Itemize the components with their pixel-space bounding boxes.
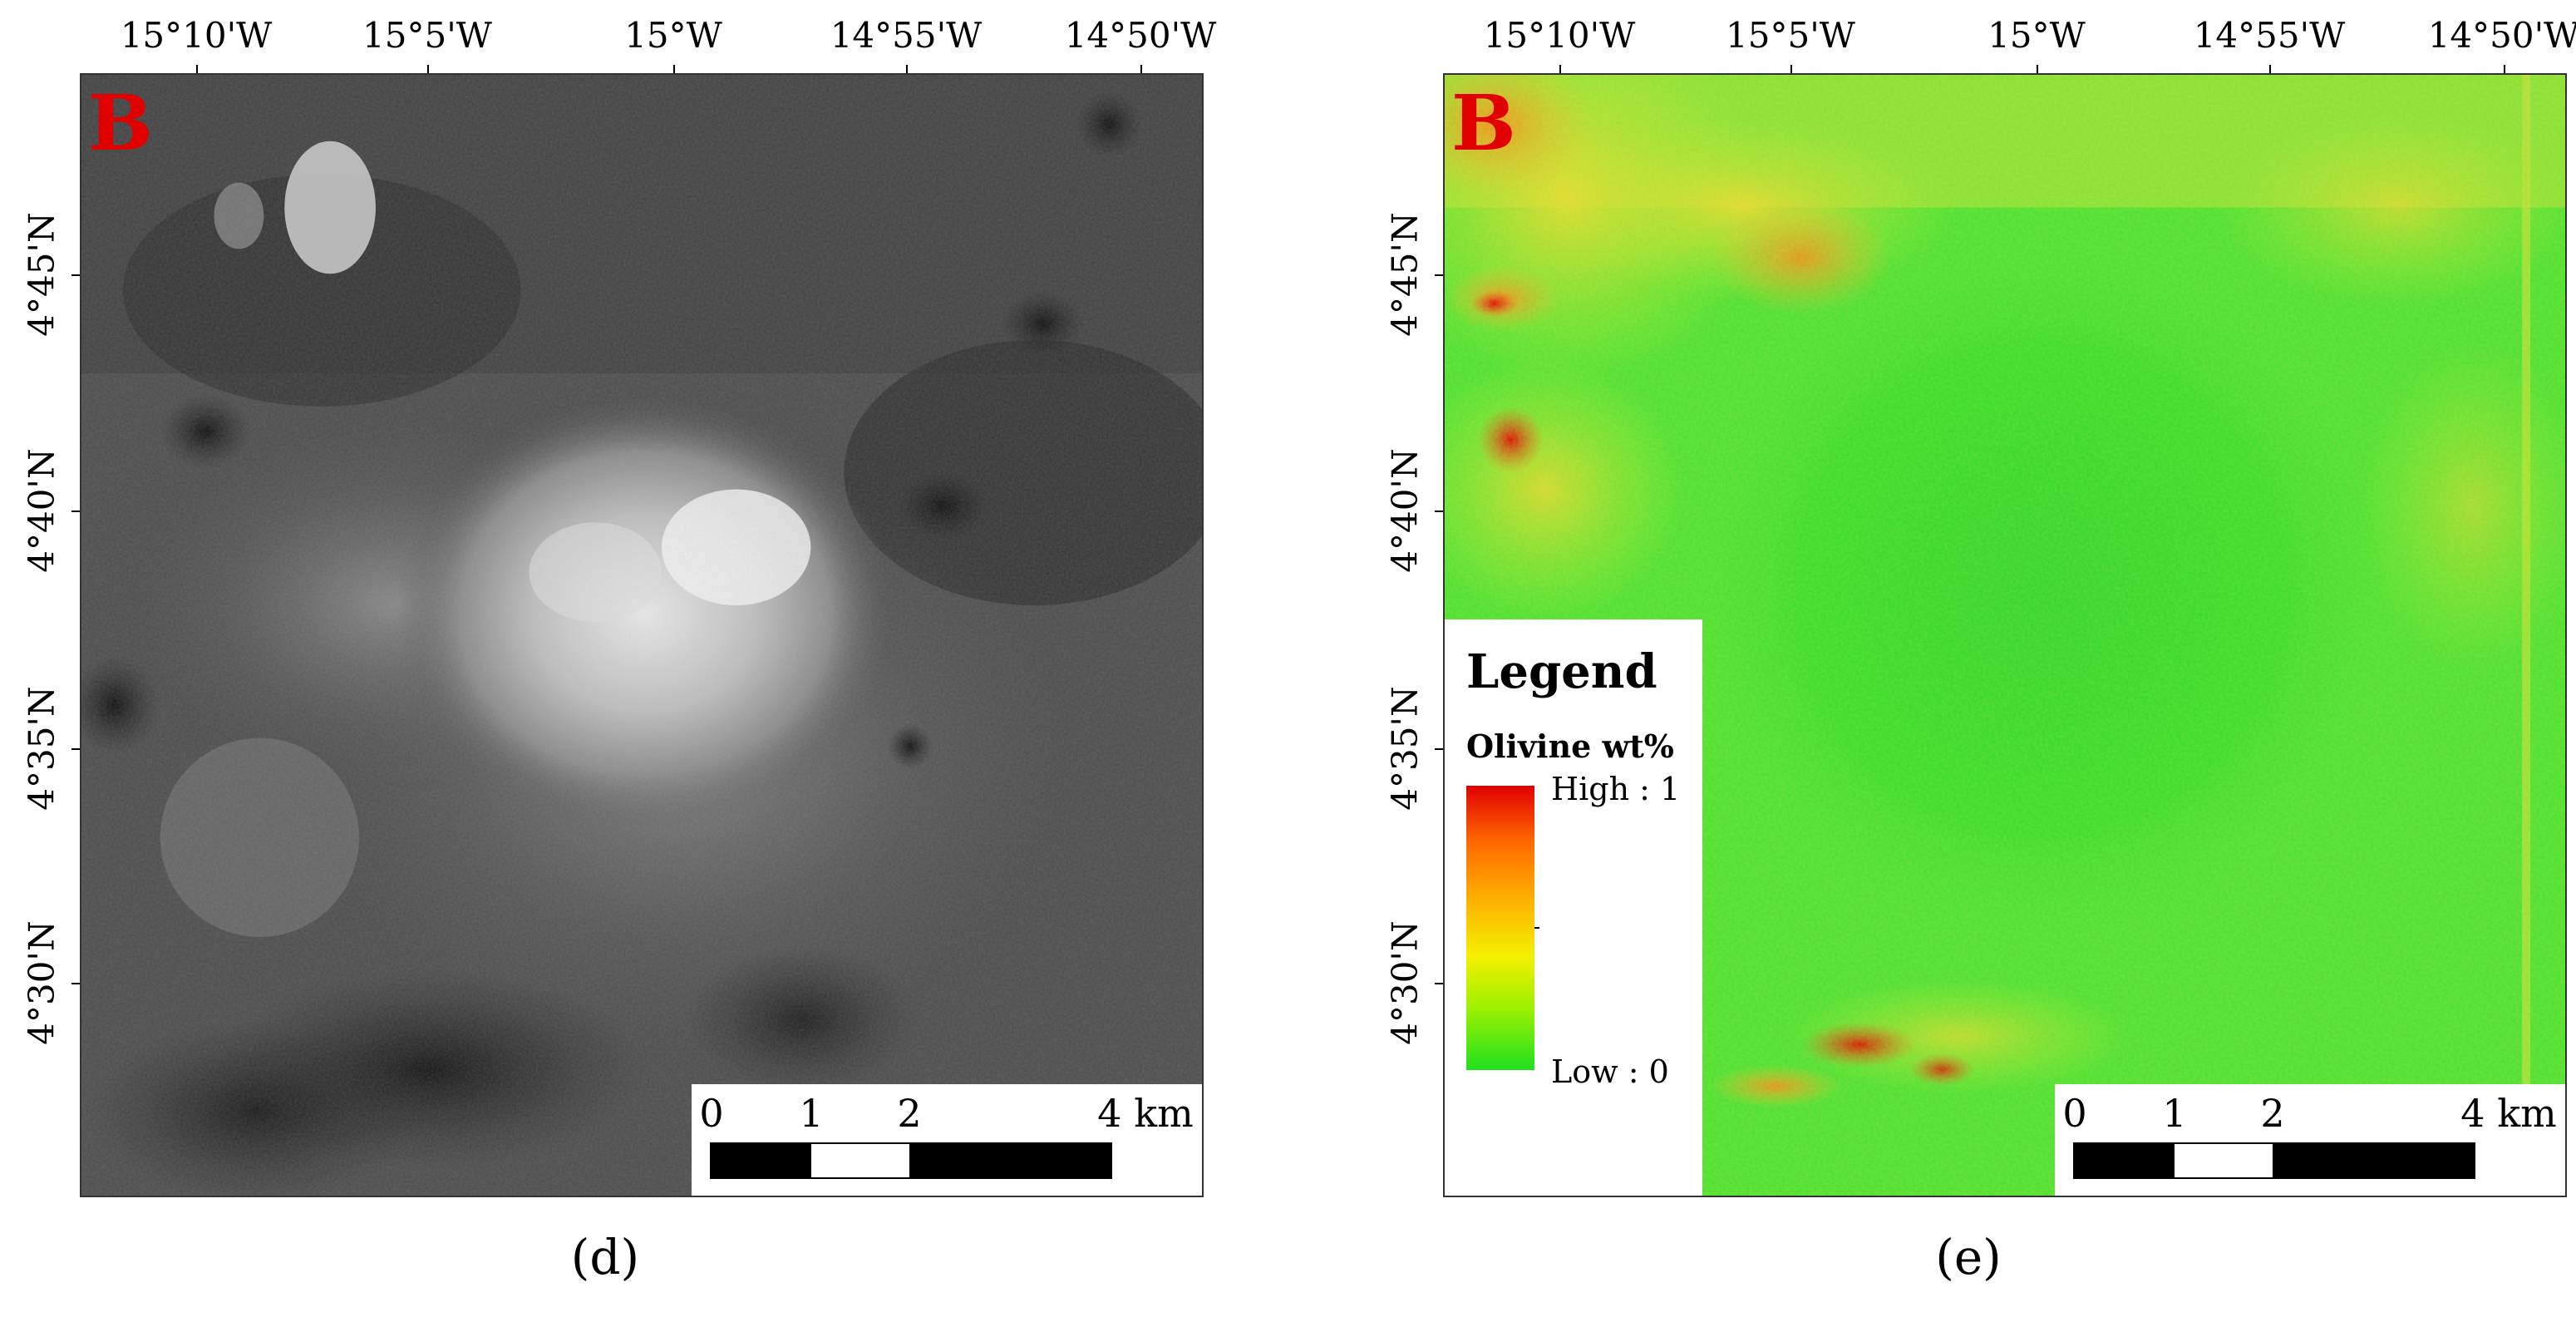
- scale-label: 0: [699, 1091, 724, 1136]
- scale-label: 1: [2162, 1091, 2187, 1136]
- lat-label: 4°45'N: [21, 212, 62, 337]
- panel-letter: B: [1451, 78, 1516, 168]
- lat-tick: [71, 511, 80, 512]
- lon-label: 15°10'W: [1483, 15, 1636, 56]
- scale-label: 4 km: [1097, 1091, 1194, 1136]
- scale-segment: [909, 1142, 1112, 1179]
- scale-label: 0: [2062, 1091, 2087, 1136]
- legend: Legend Olivine wt% High : 1 Low : 0: [1445, 619, 1702, 1196]
- lat-label: 4°35'N: [21, 686, 62, 811]
- lat-label: 4°40'N: [21, 448, 62, 573]
- lon-label: 14°50'W: [1064, 15, 1217, 56]
- lat-tick: [1435, 983, 1443, 984]
- scale-segment: [710, 1142, 811, 1179]
- grayscale-terrain: [81, 75, 1202, 1196]
- lon-tick: [673, 65, 675, 73]
- lat-tick: [1435, 748, 1443, 750]
- lat-tick: [71, 274, 80, 276]
- scale-bar: 0 1 2 4 km: [692, 1084, 1202, 1196]
- lat-tick: [1435, 511, 1443, 512]
- lat-label: 4°45'N: [1384, 212, 1426, 337]
- lat-tick: [1435, 274, 1443, 276]
- lon-tick: [2037, 65, 2038, 73]
- lon-label: 14°50'W: [2427, 15, 2576, 56]
- scale-label: 2: [897, 1091, 922, 1136]
- lat-tick: [71, 983, 80, 984]
- legend-title: Legend: [1466, 644, 1657, 699]
- panel-d: 15°10'W 15°5'W 15°W 14°55'W 14°50'W 4°45…: [0, 0, 1217, 1317]
- lon-tick: [1790, 65, 1792, 73]
- lon-tick: [2269, 65, 2271, 73]
- lon-label: 15°5'W: [1726, 15, 1855, 56]
- lon-label: 14°55'W: [2193, 15, 2346, 56]
- lon-label: 15°W: [624, 15, 722, 56]
- lon-tick: [196, 65, 198, 73]
- lat-tick: [71, 748, 80, 750]
- lon-label: 15°10'W: [120, 15, 273, 56]
- lat-label: 4°35'N: [1384, 686, 1426, 811]
- scale-label: 4 km: [2460, 1091, 2557, 1136]
- grayscale-image: B 0 1 2 4 km: [80, 73, 1204, 1197]
- legend-variable: Olivine wt%: [1466, 728, 1674, 765]
- lon-tick: [427, 65, 429, 73]
- lon-tick: [906, 65, 908, 73]
- scale-label: 2: [2260, 1091, 2285, 1136]
- lon-tick: [1559, 65, 1561, 73]
- lat-label: 4°40'N: [1384, 448, 1426, 573]
- panel-caption: (d): [570, 1229, 640, 1285]
- panel-letter: B: [88, 78, 153, 168]
- lon-tick: [1140, 65, 1142, 73]
- scale-segment: [810, 1142, 911, 1179]
- lat-label: 4°30'N: [1384, 920, 1426, 1045]
- scale-segment: [2073, 1142, 2175, 1179]
- lat-label: 4°30'N: [21, 920, 62, 1045]
- legend-ramp-tick: [1534, 927, 1539, 929]
- lon-label: 14°55'W: [830, 15, 983, 56]
- legend-color-ramp: [1466, 786, 1534, 1070]
- scale-label: 1: [799, 1091, 824, 1136]
- panel-e: 15°10'W 15°5'W 15°W 14°55'W 14°50'W 4°45…: [1363, 0, 2576, 1317]
- panel-caption: (e): [1935, 1229, 2002, 1285]
- lon-tick: [2504, 65, 2505, 73]
- scale-segment: [2173, 1142, 2274, 1179]
- legend-high-label: High : 1: [1551, 771, 1681, 807]
- lon-label: 15°5'W: [362, 15, 492, 56]
- legend-low-label: Low : 0: [1551, 1053, 1669, 1090]
- olivine-map: B Legend Olivine wt% High : 1 Low : 0 0 …: [1443, 73, 2567, 1197]
- olivine-abundance-raster: [1445, 75, 2565, 1196]
- scale-segment: [2273, 1142, 2475, 1179]
- lon-label: 15°W: [1987, 15, 2086, 56]
- scale-bar: 0 1 2 4 km: [2055, 1084, 2565, 1196]
